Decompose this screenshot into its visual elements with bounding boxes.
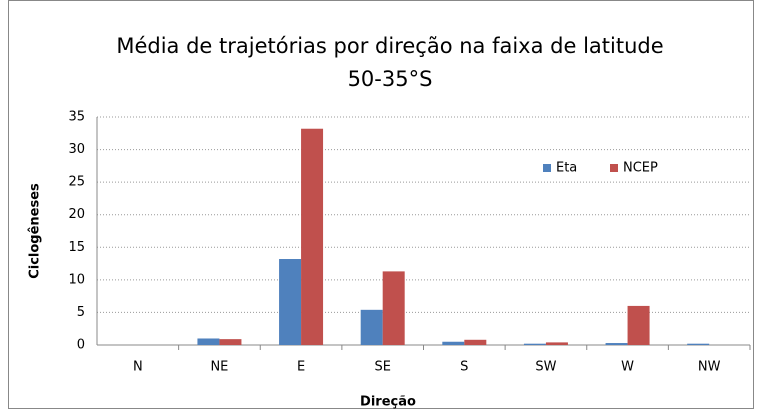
bar: [197, 338, 220, 345]
legend-label: Eta: [556, 161, 577, 176]
bar: [627, 305, 650, 345]
y-tick-label: 10: [68, 272, 85, 287]
legend-swatch: [610, 164, 618, 172]
x-tick-label: NE: [210, 360, 228, 375]
bar: [219, 339, 242, 345]
x-tick-label: SW: [535, 360, 556, 375]
y-tick-label: 15: [68, 240, 85, 255]
x-axis-label: Direção: [360, 395, 416, 410]
y-tick-label: 30: [68, 142, 85, 157]
x-tick-label: N: [133, 360, 143, 375]
x-tick-label: S: [460, 360, 468, 375]
legend-swatch: [543, 164, 551, 172]
chart-frame: [8, 0, 754, 409]
bar: [545, 342, 568, 345]
bar: [442, 341, 465, 345]
x-tick-label: NW: [698, 360, 721, 375]
bar: [279, 259, 302, 345]
x-tick-label: SE: [374, 360, 390, 375]
y-tick-label: 25: [68, 175, 85, 190]
x-tick-label: E: [297, 360, 305, 375]
bar: [523, 343, 546, 345]
bar: [464, 339, 487, 345]
bar: [301, 128, 324, 345]
bar: [687, 343, 710, 345]
y-tick-label: 35: [68, 110, 85, 125]
y-tick-label: 0: [77, 338, 85, 353]
y-tick-label: 20: [68, 207, 85, 222]
bar: [382, 271, 405, 345]
y-tick-label: 5: [77, 305, 85, 320]
chart-title: Média de trajetórias por direção na faix…: [116, 34, 664, 91]
legend-label: NCEP: [623, 161, 658, 176]
bar: [360, 309, 383, 345]
y-axis-label: Ciclogêneses: [28, 183, 43, 279]
x-tick-label: W: [621, 360, 634, 375]
bar: [605, 343, 628, 345]
